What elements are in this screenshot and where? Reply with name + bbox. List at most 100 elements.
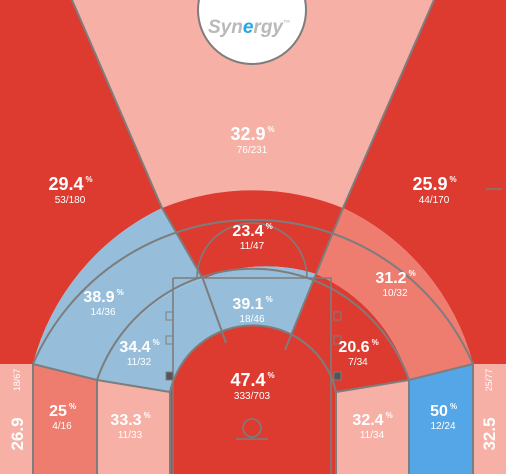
zone-label-left-corner-3: 26.9 18/67: [8, 369, 27, 451]
left-elbow-divider: [161, 207, 204, 280]
zone-pct-unit: %: [266, 222, 273, 231]
zone-frac: 11/47: [240, 241, 265, 252]
zone-pct: 26.9: [8, 417, 27, 450]
zone-top-key-3: [72, 0, 434, 208]
zone-left-corner-3: [0, 364, 33, 474]
restricted-arc: [169, 324, 337, 393]
logo-text: Synergy™: [208, 17, 290, 38]
left-wing-divider: [71, 0, 163, 209]
right-elbow-divider: [315, 207, 344, 275]
zone-pct: 38.9: [83, 289, 114, 306]
zone-label-left-baseline-2: 25 % 4/16: [49, 402, 76, 432]
zone-pct: 32.4: [352, 412, 383, 429]
zone-pct-unit: %: [409, 269, 416, 278]
zone-pct-unit: %: [372, 338, 379, 347]
right-base-divider: [408, 363, 474, 381]
zone-label-top-long-2: 23.4 % 11/47: [232, 222, 272, 252]
zone-pct-unit: %: [69, 402, 76, 411]
logo-circle: [197, 0, 307, 65]
zone-frac: 4/16: [52, 421, 72, 432]
zone-label-right-short-base: 32.4 % 11/34: [352, 411, 392, 441]
zone-frac: 53/180: [55, 195, 86, 206]
midrange-arc: [96, 267, 410, 381]
zone-label-right-baseline-2: 50 % 12/24: [430, 402, 457, 432]
zone-pct: 29.4: [48, 174, 83, 194]
zone-pct: 20.6: [338, 339, 369, 356]
zone-pct: 47.4: [230, 370, 265, 390]
zone-left-short-wing: [97, 279, 226, 392]
zone-pct-unit: %: [450, 402, 457, 411]
zone-right-short-base: [336, 380, 409, 474]
zone-pct-unit: %: [153, 338, 160, 347]
zone-label-left-short-wing: 34.4 % 11/32: [119, 338, 159, 368]
zone-frac: 18/67: [12, 369, 22, 392]
left-paint-divider: [202, 278, 227, 344]
zone-pct-unit: %: [268, 125, 275, 134]
zone-frac: 12/24: [430, 421, 455, 432]
labels-layer: 26.9 18/67 29.4 % 53/180 32.9 % 76/231 25.9 % 44/1…: [8, 124, 499, 451]
three-point-arc: [32, 218, 474, 365]
zone-frac: 14/36: [90, 307, 115, 318]
zone-frac: 11/34: [360, 430, 385, 441]
zone-label-right-short-wing: 20.6 % 7/34: [338, 338, 378, 368]
zone-frac: 10/32: [382, 288, 407, 299]
zone-pct: 31.2: [375, 270, 406, 287]
lane-tick: [165, 335, 174, 345]
zone-right-wing-3: [343, 0, 506, 364]
zone-pct: 32.9: [230, 124, 265, 144]
zone-label-right-wing-3: 25.9 % 44/170: [412, 174, 456, 206]
zone-pct-unit: %: [266, 295, 273, 304]
zone-label-right-elbow-long: 31.2 % 10/32: [375, 269, 415, 299]
zone-pct: 33.3: [110, 412, 141, 429]
zone-frac: 11/33: [118, 430, 143, 441]
zone-frac: 25/77: [484, 369, 494, 392]
zone-pct: 39.1: [232, 296, 263, 313]
zone-pct: 25.9: [412, 174, 447, 194]
zone-right-elbow-long: [316, 208, 473, 380]
zone-label-left-elbow-long: 38.9 % 14/36: [83, 288, 123, 318]
zone-pct: 25: [49, 403, 67, 420]
right-wing-divider: [342, 0, 435, 209]
logo: Synergy™: [197, 0, 307, 65]
zone-left-baseline-2: [33, 364, 97, 474]
zone-label-restricted-area: 47.4 % 333/703: [230, 370, 274, 402]
lane-tick: [333, 371, 342, 381]
zone-right-corner-3: [473, 364, 506, 474]
zone-pct: 50: [430, 403, 448, 420]
lane-right: [173, 277, 332, 474]
lane-tick: [333, 311, 342, 321]
left-short-divider: [96, 379, 171, 393]
zone-label-right-corner-3: 32.5 25/77: [480, 369, 499, 451]
zone-pct-unit: %: [86, 175, 93, 184]
left-base-divider: [32, 363, 98, 381]
zone-pct-unit: %: [386, 411, 393, 420]
hoop: [242, 418, 262, 438]
zone-top-long-2: [162, 190, 343, 279]
zone-left-short-base: [97, 380, 170, 474]
right-paint-divider: [284, 273, 317, 351]
zone-label-paint-top: 39.1 % 18/46: [232, 295, 272, 325]
zone-restricted-area: [170, 325, 336, 474]
court-lines: [32, 0, 502, 474]
zone-frac: 11/32: [127, 357, 152, 368]
zone-pct: 23.4: [232, 223, 263, 240]
zone-right-baseline-2: [409, 364, 473, 474]
zone-pct: 32.5: [480, 417, 499, 450]
zone-frac: 18/46: [239, 314, 264, 325]
zone-label-left-short-base: 33.3 % 11/33: [110, 411, 150, 441]
zone-label-left-wing-3: 29.4 % 53/180: [48, 174, 92, 206]
free-throw-circle: [196, 222, 308, 279]
zone-frac: 44/170: [419, 195, 450, 206]
lane-tick: [333, 335, 342, 345]
zone-frac: 333/703: [234, 391, 271, 402]
zone-label-top-key-3: 32.9 % 76/231: [230, 124, 274, 156]
zone-pct-unit: %: [117, 288, 124, 297]
zone-pct-unit: %: [144, 411, 151, 420]
zone-pct: 34.4: [119, 339, 150, 356]
lane-tick: [165, 371, 174, 381]
right-short-divider: [335, 379, 410, 393]
lane-tick: [165, 311, 174, 321]
zone-left-wing-3: [0, 0, 162, 364]
